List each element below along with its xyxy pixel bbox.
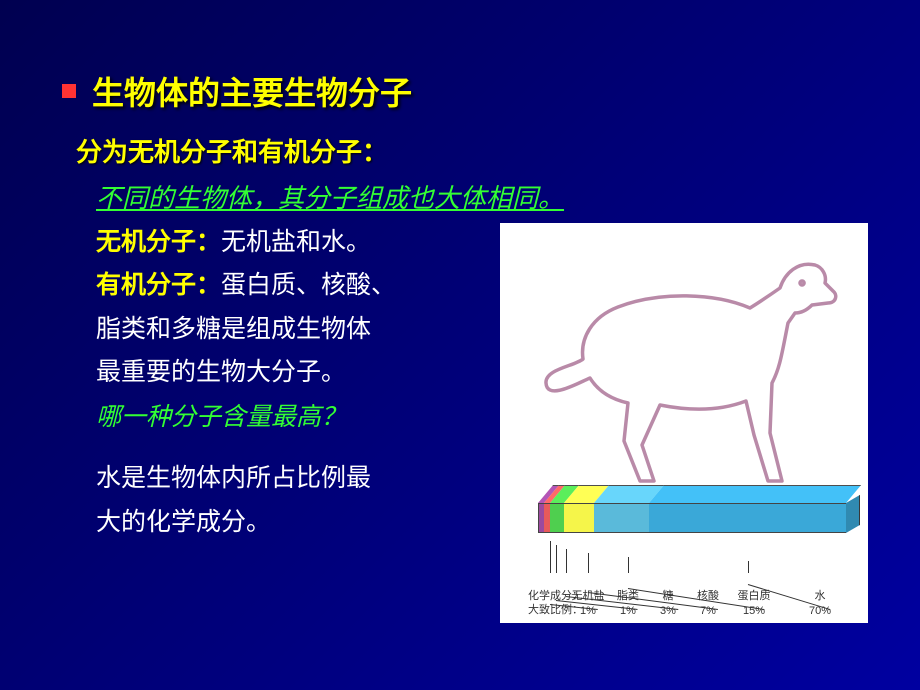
chem-name: 蛋白质 (729, 587, 779, 603)
leader-line (566, 549, 567, 573)
inorganic-text: 无机盐和水。 (221, 229, 371, 256)
organic-text-1: 蛋白质、核酸、 (221, 272, 396, 299)
organic-label: 有机分子： (96, 272, 221, 299)
chem-name: 核酸 (683, 587, 733, 603)
question-line: 哪一种分子含量最高？ (96, 397, 476, 438)
chem-pct: 70% (795, 605, 845, 617)
organic-text-2: 脂类和多糖是组成生物体 (96, 309, 476, 350)
note-line: 不同的生物体，其分子组成也大体相同。 (96, 178, 564, 215)
answer-line-2: 大的化学成分。 (96, 502, 476, 543)
leader-line (556, 545, 557, 573)
leader-line (628, 557, 629, 573)
organic-text-3: 最重要的生物大分子。 (96, 352, 476, 393)
leader-line (550, 541, 551, 573)
bar-segment (550, 503, 564, 533)
bar-segment (594, 503, 649, 533)
chem-name: 水 (795, 587, 845, 603)
bullet-icon (62, 84, 76, 98)
composition-diagram: 化学成分： 大致比例： 无机盐1%脂类1%糖3%核酸7%蛋白质15%水70% (500, 223, 868, 623)
subtitle: 分为无机分子和有机分子： (76, 132, 388, 169)
bar-side (846, 495, 860, 533)
horse-icon (520, 233, 850, 503)
leader-line (588, 553, 589, 573)
bar-segment (564, 503, 594, 533)
inorganic-label: 无机分子： (96, 229, 221, 256)
bar-segment-top (649, 485, 861, 503)
bar-segment (649, 503, 846, 533)
body-text: 无机分子：无机盐和水。 有机分子：蛋白质、核酸、 脂类和多糖是组成生物体 最重要… (96, 222, 476, 545)
slide-title: 生物体的主要生物分子 (92, 68, 412, 114)
chem-pct: 7% (683, 605, 733, 617)
chart-labels: 化学成分： 大致比例： 无机盐1%脂类1%糖3%核酸7%蛋白质15%水70% (500, 583, 870, 623)
chem-pct: 15% (729, 605, 779, 617)
answer-line-1: 水是生物体内所占比例最 (96, 458, 476, 499)
leader-line (748, 561, 749, 573)
